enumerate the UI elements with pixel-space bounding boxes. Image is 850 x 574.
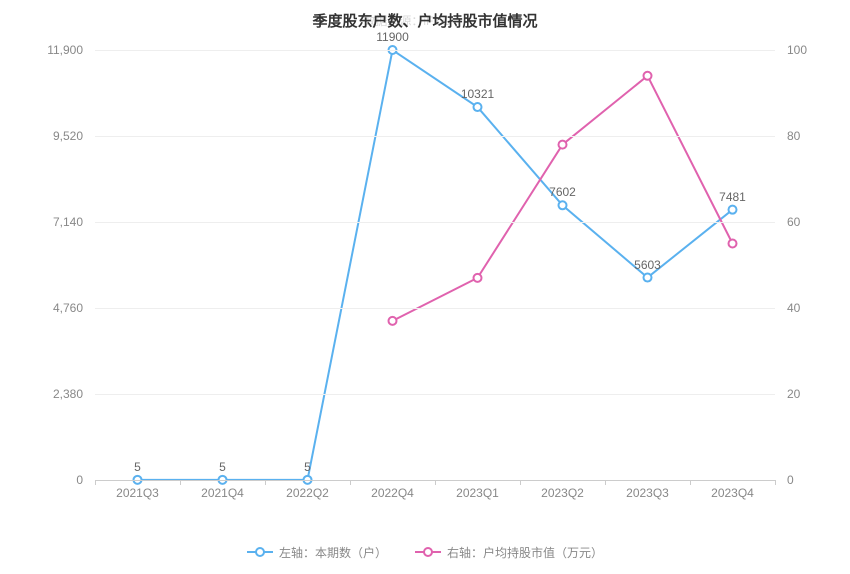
grid-line: [95, 222, 775, 223]
y-axis-right-label: 40: [787, 301, 847, 315]
x-axis-label: 2023Q4: [711, 486, 754, 500]
y-axis-left-label: 2,380: [3, 387, 83, 401]
legend-label: 左轴：本期数（户）: [279, 544, 387, 561]
y-axis-left-label: 0: [3, 473, 83, 487]
x-tick-mark: [775, 480, 776, 485]
series-marker-s2: [389, 317, 397, 325]
y-axis-left-label: 4,760: [3, 301, 83, 315]
y-axis-left-label: 9,520: [3, 129, 83, 143]
legend-swatch: [415, 545, 441, 559]
x-axis-label: 2022Q4: [371, 486, 414, 500]
x-axis-label: 2022Q2: [286, 486, 329, 500]
x-axis-label: 2023Q2: [541, 486, 584, 500]
grid-line: [95, 136, 775, 137]
y-axis-right-label: 60: [787, 215, 847, 229]
x-tick-mark: [520, 480, 521, 485]
series-value-label: 11900: [376, 30, 408, 44]
legend-label: 右轴：户均持股市值（万元）: [447, 544, 603, 561]
y-axis-right-label: 20: [787, 387, 847, 401]
x-tick-mark: [350, 480, 351, 485]
series-marker-s1: [474, 103, 482, 111]
legend-swatch: [247, 545, 273, 559]
x-axis-label: 2021Q3: [116, 486, 159, 500]
series-marker-s1: [644, 274, 652, 282]
series-value-label: 5: [219, 460, 226, 474]
grid-line: [95, 50, 775, 51]
y-axis-right-label: 80: [787, 129, 847, 143]
y-axis-left-label: 11,900: [3, 43, 83, 57]
series-marker-s1: [559, 201, 567, 209]
legend: 左轴：本期数（户） 右轴：户均持股市值（万元）: [0, 544, 850, 563]
series-marker-s2: [729, 240, 737, 248]
x-tick-mark: [605, 480, 606, 485]
x-axis-label: 2023Q3: [626, 486, 669, 500]
grid-line: [95, 308, 775, 309]
x-tick-mark: [265, 480, 266, 485]
series-marker-s1: [729, 206, 737, 214]
series-marker-s2: [474, 274, 482, 282]
series-value-label: 10321: [461, 87, 494, 101]
series-value-label: 7602: [549, 185, 576, 199]
y-axis-right-label: 0: [787, 473, 847, 487]
series-marker-s2: [559, 141, 567, 149]
chart-svg: [95, 50, 775, 480]
x-tick-mark: [180, 480, 181, 485]
y-axis-left-label: 7,140: [3, 215, 83, 229]
chart-title: 季度股东户数、户均持股市值情况: [0, 10, 850, 31]
series-value-label: 7481: [719, 190, 746, 204]
x-tick-mark: [690, 480, 691, 485]
y-axis-right-label: 100: [787, 43, 847, 57]
series-value-label: 5603: [634, 258, 661, 272]
x-tick-mark: [435, 480, 436, 485]
series-value-label: 5: [304, 460, 311, 474]
x-tick-mark: [95, 480, 96, 485]
plot-area: 02,3804,7607,1409,52011,9000204060801002…: [95, 50, 775, 480]
series-value-label: 5: [134, 460, 141, 474]
grid-line: [95, 394, 775, 395]
x-axis-label: 2021Q4: [201, 486, 244, 500]
x-axis-label: 2023Q1: [456, 486, 499, 500]
series-marker-s2: [644, 72, 652, 80]
chart-container: 数据来源：iFinD 季度股东户数、户均持股市值情况 02,3804,7607,…: [0, 0, 850, 574]
legend-item-s1[interactable]: 左轴：本期数（户）: [247, 544, 387, 561]
legend-item-s2[interactable]: 右轴：户均持股市值（万元）: [415, 544, 603, 561]
